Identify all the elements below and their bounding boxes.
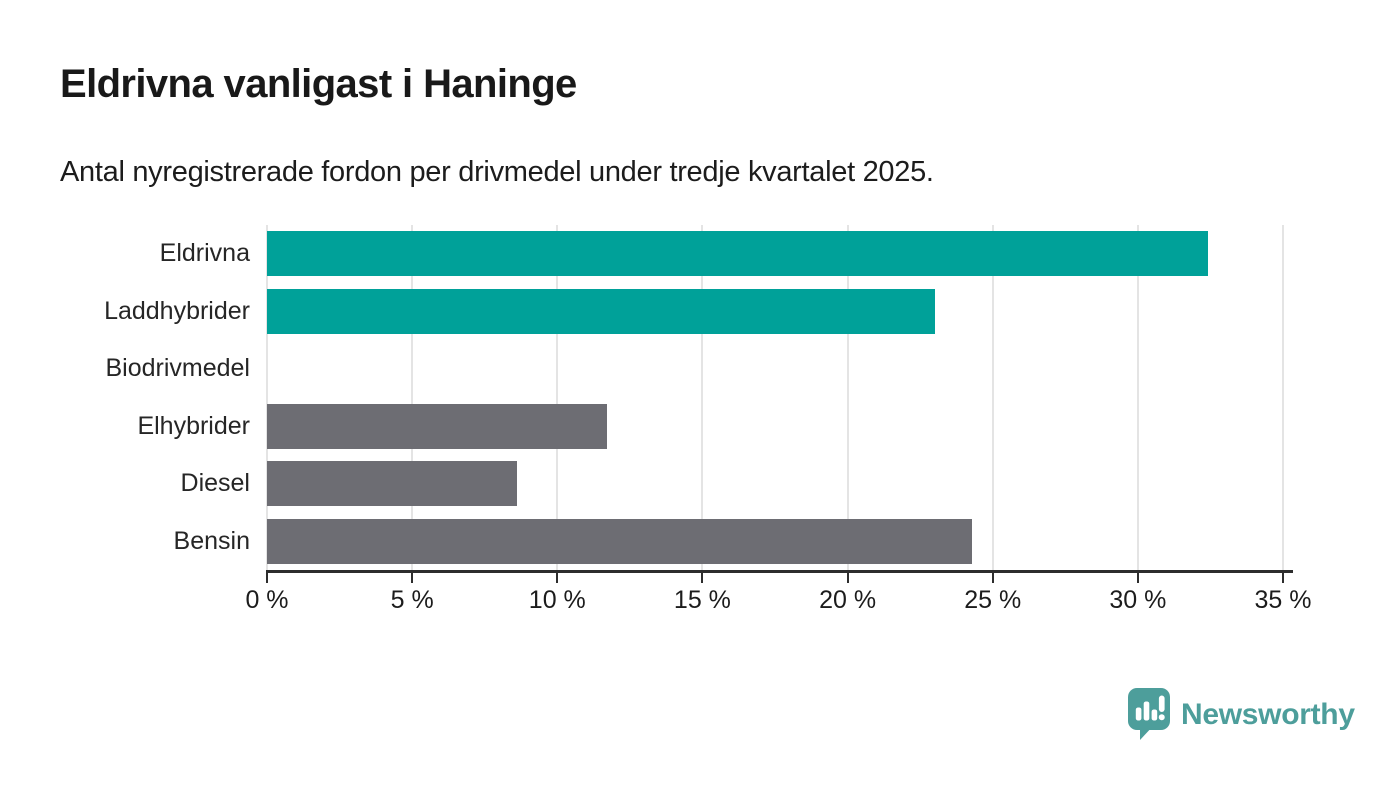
category-label: Biodrivmedel bbox=[105, 354, 250, 383]
x-axis-line bbox=[266, 570, 1293, 573]
bar-eldrivna bbox=[267, 231, 1208, 276]
bar-row bbox=[267, 283, 1283, 341]
gridline bbox=[701, 225, 704, 570]
axis-tick-label: 25 % bbox=[964, 586, 1022, 614]
axis-tick bbox=[1282, 572, 1284, 583]
axis-tick-label: 35 % bbox=[1254, 586, 1312, 614]
category-label: Elhybrider bbox=[137, 411, 250, 440]
axis-tick-label: 0 % bbox=[245, 586, 289, 614]
axis-tick-label: 30 % bbox=[1109, 586, 1167, 614]
category-label: Diesel bbox=[180, 469, 250, 498]
bar-bensin bbox=[267, 518, 973, 564]
bar-row bbox=[267, 455, 1283, 513]
axis-tick bbox=[1136, 572, 1139, 583]
axis-tick bbox=[991, 572, 994, 583]
bar-row bbox=[267, 398, 1283, 456]
newsworthy-logo-text: Newsworthy bbox=[1181, 697, 1355, 731]
gridline bbox=[266, 225, 268, 570]
chart-subtitle: Antal nyregistrerade fordon per drivmede… bbox=[60, 156, 934, 188]
category-axis: Eldrivna Laddhybrider Biodrivmedel Elhybrid… bbox=[40, 225, 250, 570]
page-title: Eldrivna vanligast i Haninge bbox=[60, 62, 577, 106]
gridline bbox=[1282, 225, 1284, 570]
category-label: Bensin bbox=[173, 526, 250, 555]
axis-tick bbox=[411, 572, 414, 583]
axis-tick bbox=[701, 572, 704, 583]
x-axis: 0 % 5 % 10 % 15 % 20 % 25 % 30 % 35 % bbox=[245, 570, 1311, 620]
gridline bbox=[411, 225, 414, 570]
bar-row bbox=[267, 225, 1283, 283]
axis-tick bbox=[266, 572, 268, 583]
gridline bbox=[846, 225, 849, 570]
plot-area bbox=[266, 225, 1284, 571]
bar-diesel bbox=[267, 461, 517, 506]
gridline bbox=[991, 225, 994, 570]
bar-row bbox=[267, 340, 1283, 398]
axis-tick-label: 5 % bbox=[390, 586, 434, 614]
bar-elhybrider bbox=[267, 403, 607, 449]
axis-tick bbox=[846, 572, 849, 583]
gridline bbox=[556, 225, 559, 570]
axis-tick bbox=[556, 572, 559, 583]
axis-tick-label: 20 % bbox=[819, 586, 877, 614]
gridline bbox=[1136, 225, 1139, 570]
newsworthy-logo: Newsworthy bbox=[1128, 688, 1355, 741]
newsworthy-logo-icon bbox=[1128, 688, 1170, 740]
category-label: Laddhybrider bbox=[104, 296, 250, 325]
bar-laddhybrider bbox=[267, 288, 935, 334]
category-label: Eldrivna bbox=[159, 239, 250, 268]
axis-tick-label: 10 % bbox=[528, 586, 586, 614]
axis-tick-label: 15 % bbox=[673, 586, 731, 614]
bar-row bbox=[267, 513, 1283, 571]
